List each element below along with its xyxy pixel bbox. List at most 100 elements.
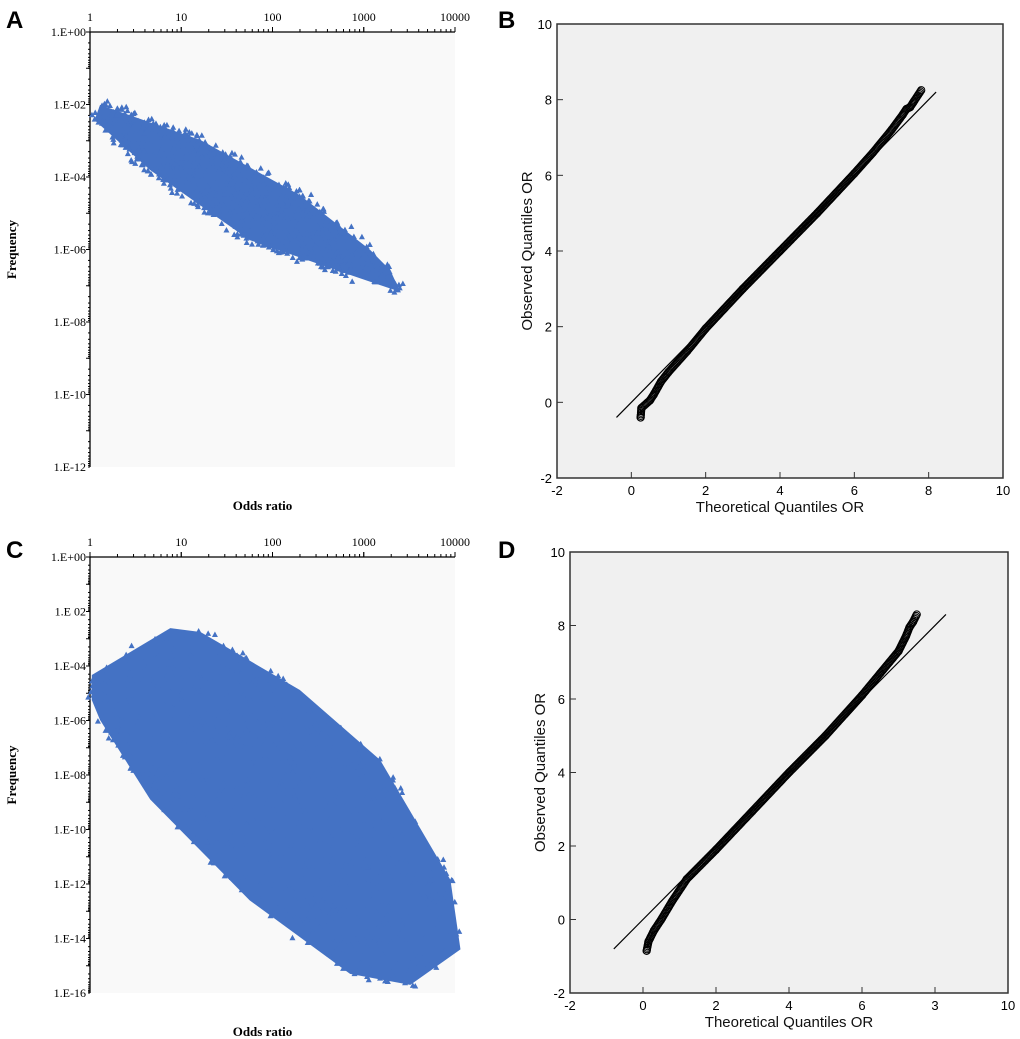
data-point-triangle [234,783,241,789]
data-point-triangle [267,912,274,919]
data-point-triangle [214,754,221,761]
data-point-triangle [322,899,329,906]
data-point-triangle [301,202,308,209]
data-point-triangle [264,184,271,191]
data-point-triangle [289,728,296,734]
data-point-triangle [269,828,276,834]
data-point-triangle [344,828,351,835]
data-point-triangle [135,718,142,725]
data-point-triangle [219,846,226,852]
data-point-triangle [377,781,384,787]
data-point-triangle [296,778,303,785]
data-point-triangle [222,737,229,743]
data-point-triangle [253,203,260,209]
data-point-triangle [188,199,195,206]
data-point-triangle [310,815,317,822]
data-point-triangle [361,904,368,911]
data-point-triangle [104,109,111,115]
data-point-triangle [377,878,384,885]
data-point-triangle [273,184,280,190]
data-point-triangle [122,136,129,142]
data-point-triangle [399,831,406,837]
data-point-triangle [437,913,444,920]
data-point-triangle [247,230,254,237]
data-point-triangle [110,139,117,146]
data-point-triangle [248,185,255,192]
data-point-triangle [426,891,433,897]
data-point-triangle [233,711,240,718]
data-point [909,617,918,626]
data-point-triangle [255,770,262,777]
data-point-triangle [198,738,205,744]
data-point-triangle [420,841,427,847]
data-point-triangle [209,157,216,163]
data-point-triangle [277,865,284,871]
data-point-triangle [129,158,136,165]
data-point-triangle [293,747,300,753]
data-point-triangle [362,857,369,863]
data-point-triangle [305,827,312,834]
data-point-triangle [110,736,117,743]
data-point-triangle [290,199,297,206]
data-point-triangle [194,151,201,157]
data-point [915,88,924,97]
data-point-triangle [246,201,253,208]
data-point-triangle [126,130,133,137]
data-point-triangle [253,169,260,175]
data-point-triangle [334,849,341,856]
data-point-triangle [243,654,250,661]
data-point [656,377,666,386]
data-point-triangle [197,722,204,729]
data-point-triangle [399,280,406,286]
data-point-triangle [266,755,273,761]
data-point-triangle [155,795,162,802]
data-point-triangle [384,911,391,918]
data-point-triangle [188,130,195,136]
data-point-triangle [90,692,97,698]
data-point [636,413,645,422]
data-point-triangle [342,272,349,279]
data-point-triangle [292,222,299,228]
data-point-triangle [302,879,309,885]
data-point-triangle [327,221,334,227]
data-point-triangle [223,784,230,791]
data-point-triangle [205,152,212,158]
data-point-triangle [435,900,442,906]
data-point-triangle [198,735,205,741]
x-tick-label: 10000 [440,10,470,24]
data-point-triangle [319,769,326,775]
data-point-triangle [388,968,395,975]
data-point-triangle [299,236,306,243]
data-point-triangle [387,855,394,862]
data-point-triangle [340,229,347,236]
data-point-triangle [350,241,357,248]
data-point-triangle [242,186,249,193]
data-point-triangle [169,673,176,680]
y-tick-label: 4 [545,244,552,259]
data-point-triangle [259,204,266,210]
data-point-triangle [348,830,355,837]
data-point-triangle [166,736,173,743]
data-point-triangle [338,749,345,755]
data-point-triangle [185,680,192,686]
data-point-triangle [118,106,125,112]
data-point-triangle [265,848,272,855]
data-point-triangle [180,734,187,740]
data-point-triangle [283,212,290,219]
data-point-triangle [291,895,298,901]
data-point-triangle [314,223,321,229]
data-point-triangle [154,770,161,776]
y-tick-label: 0 [558,913,565,928]
data-point-triangle [165,800,172,807]
data-point [711,845,721,854]
data-point-triangle [348,813,355,819]
data-point-triangle [118,132,125,139]
data-point-triangle [268,727,275,733]
data-point-triangle [443,883,450,889]
data-point-triangle [363,943,370,949]
data-point-triangle [253,196,260,203]
data-point-triangle [264,170,271,176]
data-point-triangle [223,731,230,738]
data-point-triangle [385,921,392,927]
data-point-triangle [265,244,272,250]
